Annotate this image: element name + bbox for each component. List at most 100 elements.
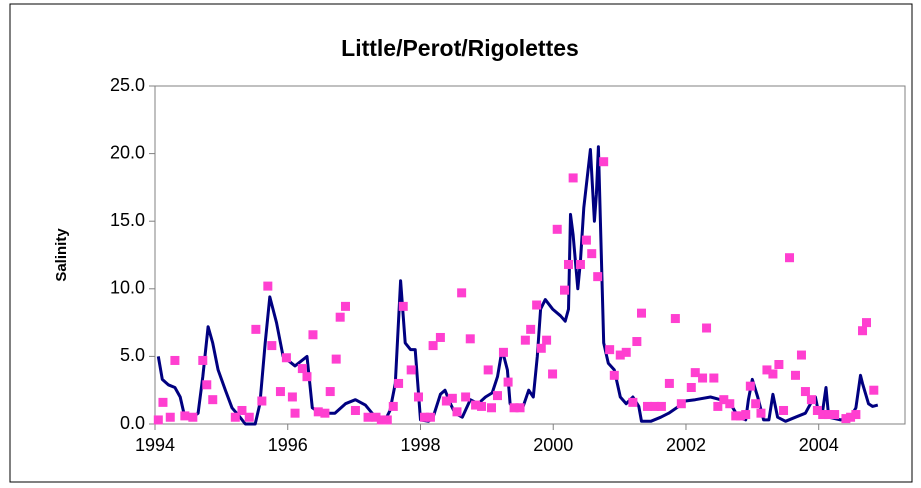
data-point — [725, 399, 735, 409]
data-point — [581, 235, 591, 245]
data-point — [587, 249, 597, 259]
data-point — [498, 347, 508, 357]
data-point — [664, 378, 674, 388]
data-point — [605, 345, 615, 355]
data-point — [824, 410, 834, 420]
data-point — [520, 335, 530, 345]
data-point — [869, 385, 879, 395]
data-point — [308, 330, 318, 340]
data-point — [702, 323, 712, 333]
data-point — [267, 341, 277, 351]
data-point — [670, 314, 680, 324]
data-point — [741, 410, 751, 420]
data-point — [563, 259, 573, 269]
y-tick-label: 0.0 — [120, 413, 145, 433]
data-point — [779, 405, 789, 415]
data-point — [731, 411, 741, 421]
data-point — [335, 312, 345, 322]
data-point — [796, 350, 806, 360]
data-point — [830, 410, 840, 420]
data-point — [350, 405, 360, 415]
data-point — [230, 412, 240, 422]
data-point — [465, 334, 475, 344]
data-point — [180, 411, 190, 421]
data-point — [851, 410, 861, 420]
chart-title: Little/Perot/Rigolettes — [341, 35, 579, 61]
data-point — [158, 397, 168, 407]
data-point — [461, 392, 471, 402]
x-tick-label: 2002 — [666, 435, 706, 455]
data-point — [165, 412, 175, 422]
data-point — [719, 395, 729, 405]
data-point — [575, 259, 585, 269]
data-point — [650, 401, 660, 411]
data-point — [686, 382, 696, 392]
data-point — [568, 173, 578, 183]
x-tick-label: 1996 — [268, 435, 308, 455]
data-point — [297, 364, 307, 374]
data-point — [331, 354, 341, 364]
data-point — [281, 353, 291, 363]
data-point — [153, 415, 163, 425]
data-point — [785, 253, 795, 263]
y-tick-label: 25.0 — [110, 75, 145, 95]
data-point — [471, 400, 481, 410]
data-point — [435, 332, 445, 342]
data-point — [593, 272, 603, 282]
data-point — [188, 412, 198, 422]
data-point — [413, 392, 423, 402]
data-point — [698, 373, 708, 383]
data-point — [428, 341, 438, 351]
data-point — [398, 301, 408, 311]
data-point — [313, 407, 323, 417]
data-point — [425, 412, 435, 422]
data-point — [447, 393, 457, 403]
data-point — [170, 355, 180, 365]
x-tick-label: 2000 — [533, 435, 573, 455]
data-point — [208, 395, 218, 405]
data-point — [713, 401, 723, 411]
data-point — [542, 335, 552, 345]
data-point — [320, 408, 330, 418]
data-point — [632, 337, 642, 347]
data-point — [637, 308, 647, 318]
y-tick-label: 10.0 — [110, 278, 145, 298]
data-point — [452, 407, 462, 417]
data-point — [441, 396, 451, 406]
data-point — [812, 405, 822, 415]
data-point — [251, 324, 261, 334]
data-point — [483, 365, 493, 375]
data-point — [382, 415, 392, 425]
data-point — [548, 369, 558, 379]
data-point — [363, 412, 373, 422]
y-tick-label: 15.0 — [110, 210, 145, 230]
data-point — [756, 408, 766, 418]
data-point — [560, 285, 570, 295]
data-point — [841, 414, 851, 424]
data-point — [487, 403, 497, 413]
data-point — [509, 403, 519, 413]
data-point — [615, 350, 625, 360]
x-tick-label: 2004 — [799, 435, 839, 455]
data-point — [800, 387, 810, 397]
data-point — [287, 392, 297, 402]
y-tick-label: 20.0 — [110, 142, 145, 162]
data-point — [198, 355, 208, 365]
data-point — [244, 412, 254, 422]
data-point — [457, 288, 467, 298]
data-point — [371, 412, 381, 422]
data-point — [406, 365, 416, 375]
data-point — [503, 377, 513, 387]
data-point — [536, 343, 546, 353]
data-point — [552, 224, 562, 234]
data-point — [302, 372, 312, 382]
data-point — [709, 373, 719, 383]
data-point — [290, 408, 300, 418]
data-point — [419, 412, 429, 422]
data-point — [735, 411, 745, 421]
data-point — [237, 405, 247, 415]
x-tick-label: 1994 — [135, 435, 175, 455]
data-point — [762, 365, 772, 375]
